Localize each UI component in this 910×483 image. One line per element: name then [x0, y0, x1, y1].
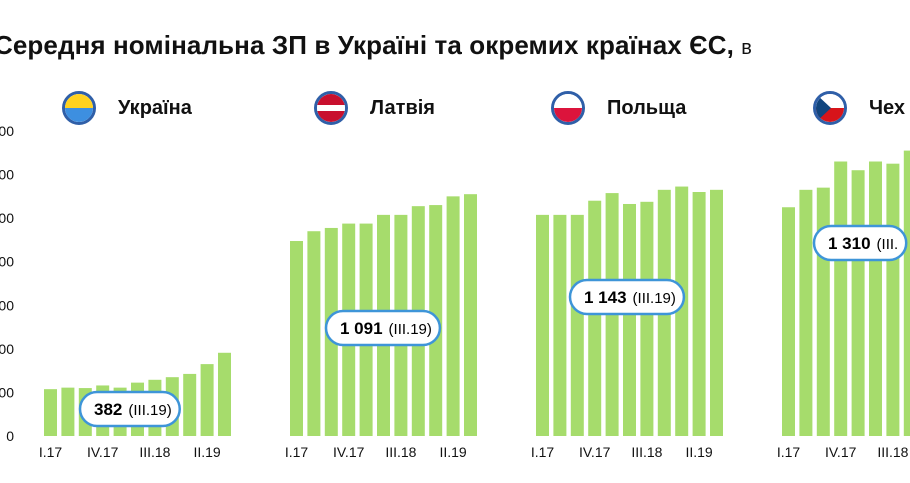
bar-1-10 [200, 364, 214, 436]
legend-item-latvia: Латвія [314, 90, 435, 126]
y-tick-label: 00 [0, 254, 14, 270]
callout-pill [568, 278, 686, 316]
chart-title-main: Середня номінальна ЗП в Україні та окрем… [0, 30, 734, 60]
callout-text: 1 091 (III.19) [340, 319, 432, 338]
value-callout: 1 143 (III.19) [568, 278, 686, 316]
x-tick-label: IV.17 [579, 444, 611, 460]
y-tick-label: 00 [0, 123, 14, 139]
bar-4-3 [816, 187, 830, 436]
x-tick-label: I.17 [285, 444, 309, 460]
latvia-flag-stripe-top [317, 94, 345, 106]
x-tick-label: IV.17 [333, 444, 365, 460]
bar-3-9 [675, 186, 689, 436]
ukraine-flag-stripe-top [65, 94, 93, 108]
ukraine-flag-icon [62, 91, 96, 125]
x-tick-label: I.17 [777, 444, 801, 460]
callout-period: (III.19) [389, 321, 432, 338]
bar-2-1 [290, 241, 303, 436]
chart-title-unit: в [741, 37, 753, 59]
value-callout: 1 091 (III.19) [324, 309, 442, 347]
ukraine-flag-stripe-bottom [65, 108, 93, 122]
callout-pill [812, 224, 908, 262]
y-tick-label: 00 [0, 210, 14, 226]
callout-period: (III. [877, 236, 899, 253]
legend-item-czech: Чех [813, 90, 905, 126]
bar-3-11 [710, 189, 723, 436]
y-tick-label: 00 [0, 384, 14, 400]
chart-title: Середня номінальна ЗП в Україні та окрем… [0, 30, 752, 61]
callout-text: 1 143 (III.19) [584, 288, 676, 307]
value-callout: 382 (III.19) [78, 390, 181, 428]
x-tick-label: II.19 [439, 444, 466, 460]
callout-value: 1 310 [828, 234, 871, 253]
bar-3-2 [553, 214, 567, 436]
bar-4-8 [903, 150, 910, 436]
x-tick-label: IV.17 [87, 444, 119, 460]
y-tick-label: 00 [0, 341, 14, 357]
x-tick-label: III.18 [139, 444, 170, 460]
bar-3-6 [623, 203, 636, 436]
czech-flag-triangle [816, 94, 831, 122]
latvia-flag-icon [314, 91, 348, 125]
y-tick-label: 00 [0, 297, 14, 313]
bar-3-3 [570, 214, 584, 436]
callout-text: 382 (III.19) [94, 400, 172, 419]
bar-1-2 [61, 387, 75, 436]
bar-2-10 [446, 196, 460, 436]
bar-4-7 [886, 163, 900, 436]
legend-label-latvia: Латвія [370, 96, 435, 119]
x-tick-label: I.17 [531, 444, 555, 460]
legend-label-poland: Польща [607, 96, 687, 119]
legend-item-poland: Польща [551, 90, 686, 126]
bar-1-1 [44, 389, 57, 436]
x-tick-label: III.18 [385, 444, 416, 460]
callout-value: 1 143 [584, 288, 627, 307]
legend-label-czech: Чех [869, 96, 906, 119]
x-tick-label: III.18 [631, 444, 662, 460]
x-tick-label: I.17 [39, 444, 63, 460]
callout-value: 382 [94, 400, 122, 419]
bar-3-10 [692, 192, 706, 436]
bar-1-11 [218, 352, 231, 436]
legend-item-ukraine: Україна [62, 90, 192, 126]
bar-4-6 [869, 161, 882, 436]
callout-text: 1 310 (III. [828, 234, 898, 253]
x-tick-label: III.18 [877, 444, 908, 460]
x-tick-label: II.19 [685, 444, 712, 460]
callout-period: (III.19) [633, 290, 676, 307]
y-tick-label: 00 [0, 167, 14, 183]
bar-4-4 [834, 161, 848, 436]
bar-1-9 [183, 373, 197, 436]
bar-4-2 [799, 189, 813, 436]
poland-flag-stripe-bottom [554, 108, 582, 122]
x-tick-label: IV.17 [825, 444, 857, 460]
callout-pill [78, 390, 181, 428]
x-tick-label: II.19 [193, 444, 220, 460]
callout-value: 1 091 [340, 319, 383, 338]
bar-2-11 [464, 194, 477, 436]
bar-3-1 [536, 214, 549, 436]
poland-flag-stripe-top [554, 94, 582, 108]
czech-flag-icon [813, 91, 847, 125]
bar-2-2 [307, 231, 321, 436]
value-callout: 1 310 (III. [812, 224, 908, 262]
y-tick-label: 0 [6, 428, 14, 444]
legend-label-ukraine: Україна [118, 96, 192, 119]
latvia-flag-stripe-bottom [317, 110, 345, 122]
bar-4-5 [851, 170, 865, 436]
bar-3-4 [588, 200, 602, 436]
callout-pill [324, 309, 442, 347]
bar-4-1 [782, 207, 795, 436]
bar-3-7 [640, 201, 654, 436]
poland-flag-icon [551, 91, 585, 125]
callout-period: (III.19) [128, 402, 171, 419]
latvia-flag-stripe-middle [317, 105, 345, 111]
